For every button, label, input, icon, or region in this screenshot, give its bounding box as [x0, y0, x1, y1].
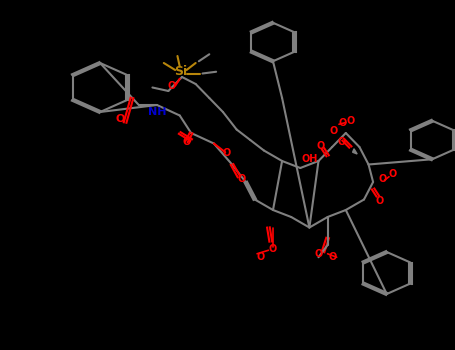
- Text: O: O: [237, 174, 245, 183]
- Text: Si: Si: [175, 65, 187, 78]
- Polygon shape: [353, 149, 357, 154]
- Text: O: O: [314, 249, 323, 259]
- Text: O: O: [328, 252, 336, 262]
- Text: O: O: [337, 137, 345, 147]
- Text: O: O: [376, 196, 384, 206]
- Text: O: O: [329, 126, 338, 136]
- Text: O: O: [168, 81, 176, 91]
- Text: O: O: [339, 118, 347, 128]
- Text: O: O: [378, 174, 386, 183]
- Text: O: O: [182, 137, 191, 147]
- Text: NH: NH: [148, 107, 166, 117]
- Text: O: O: [269, 244, 277, 253]
- Text: O: O: [388, 169, 396, 179]
- Text: O: O: [346, 116, 354, 126]
- Text: O: O: [317, 141, 325, 151]
- Text: O: O: [222, 148, 230, 158]
- Text: OH: OH: [301, 154, 318, 164]
- Text: O: O: [257, 252, 265, 262]
- Text: O: O: [116, 114, 125, 124]
